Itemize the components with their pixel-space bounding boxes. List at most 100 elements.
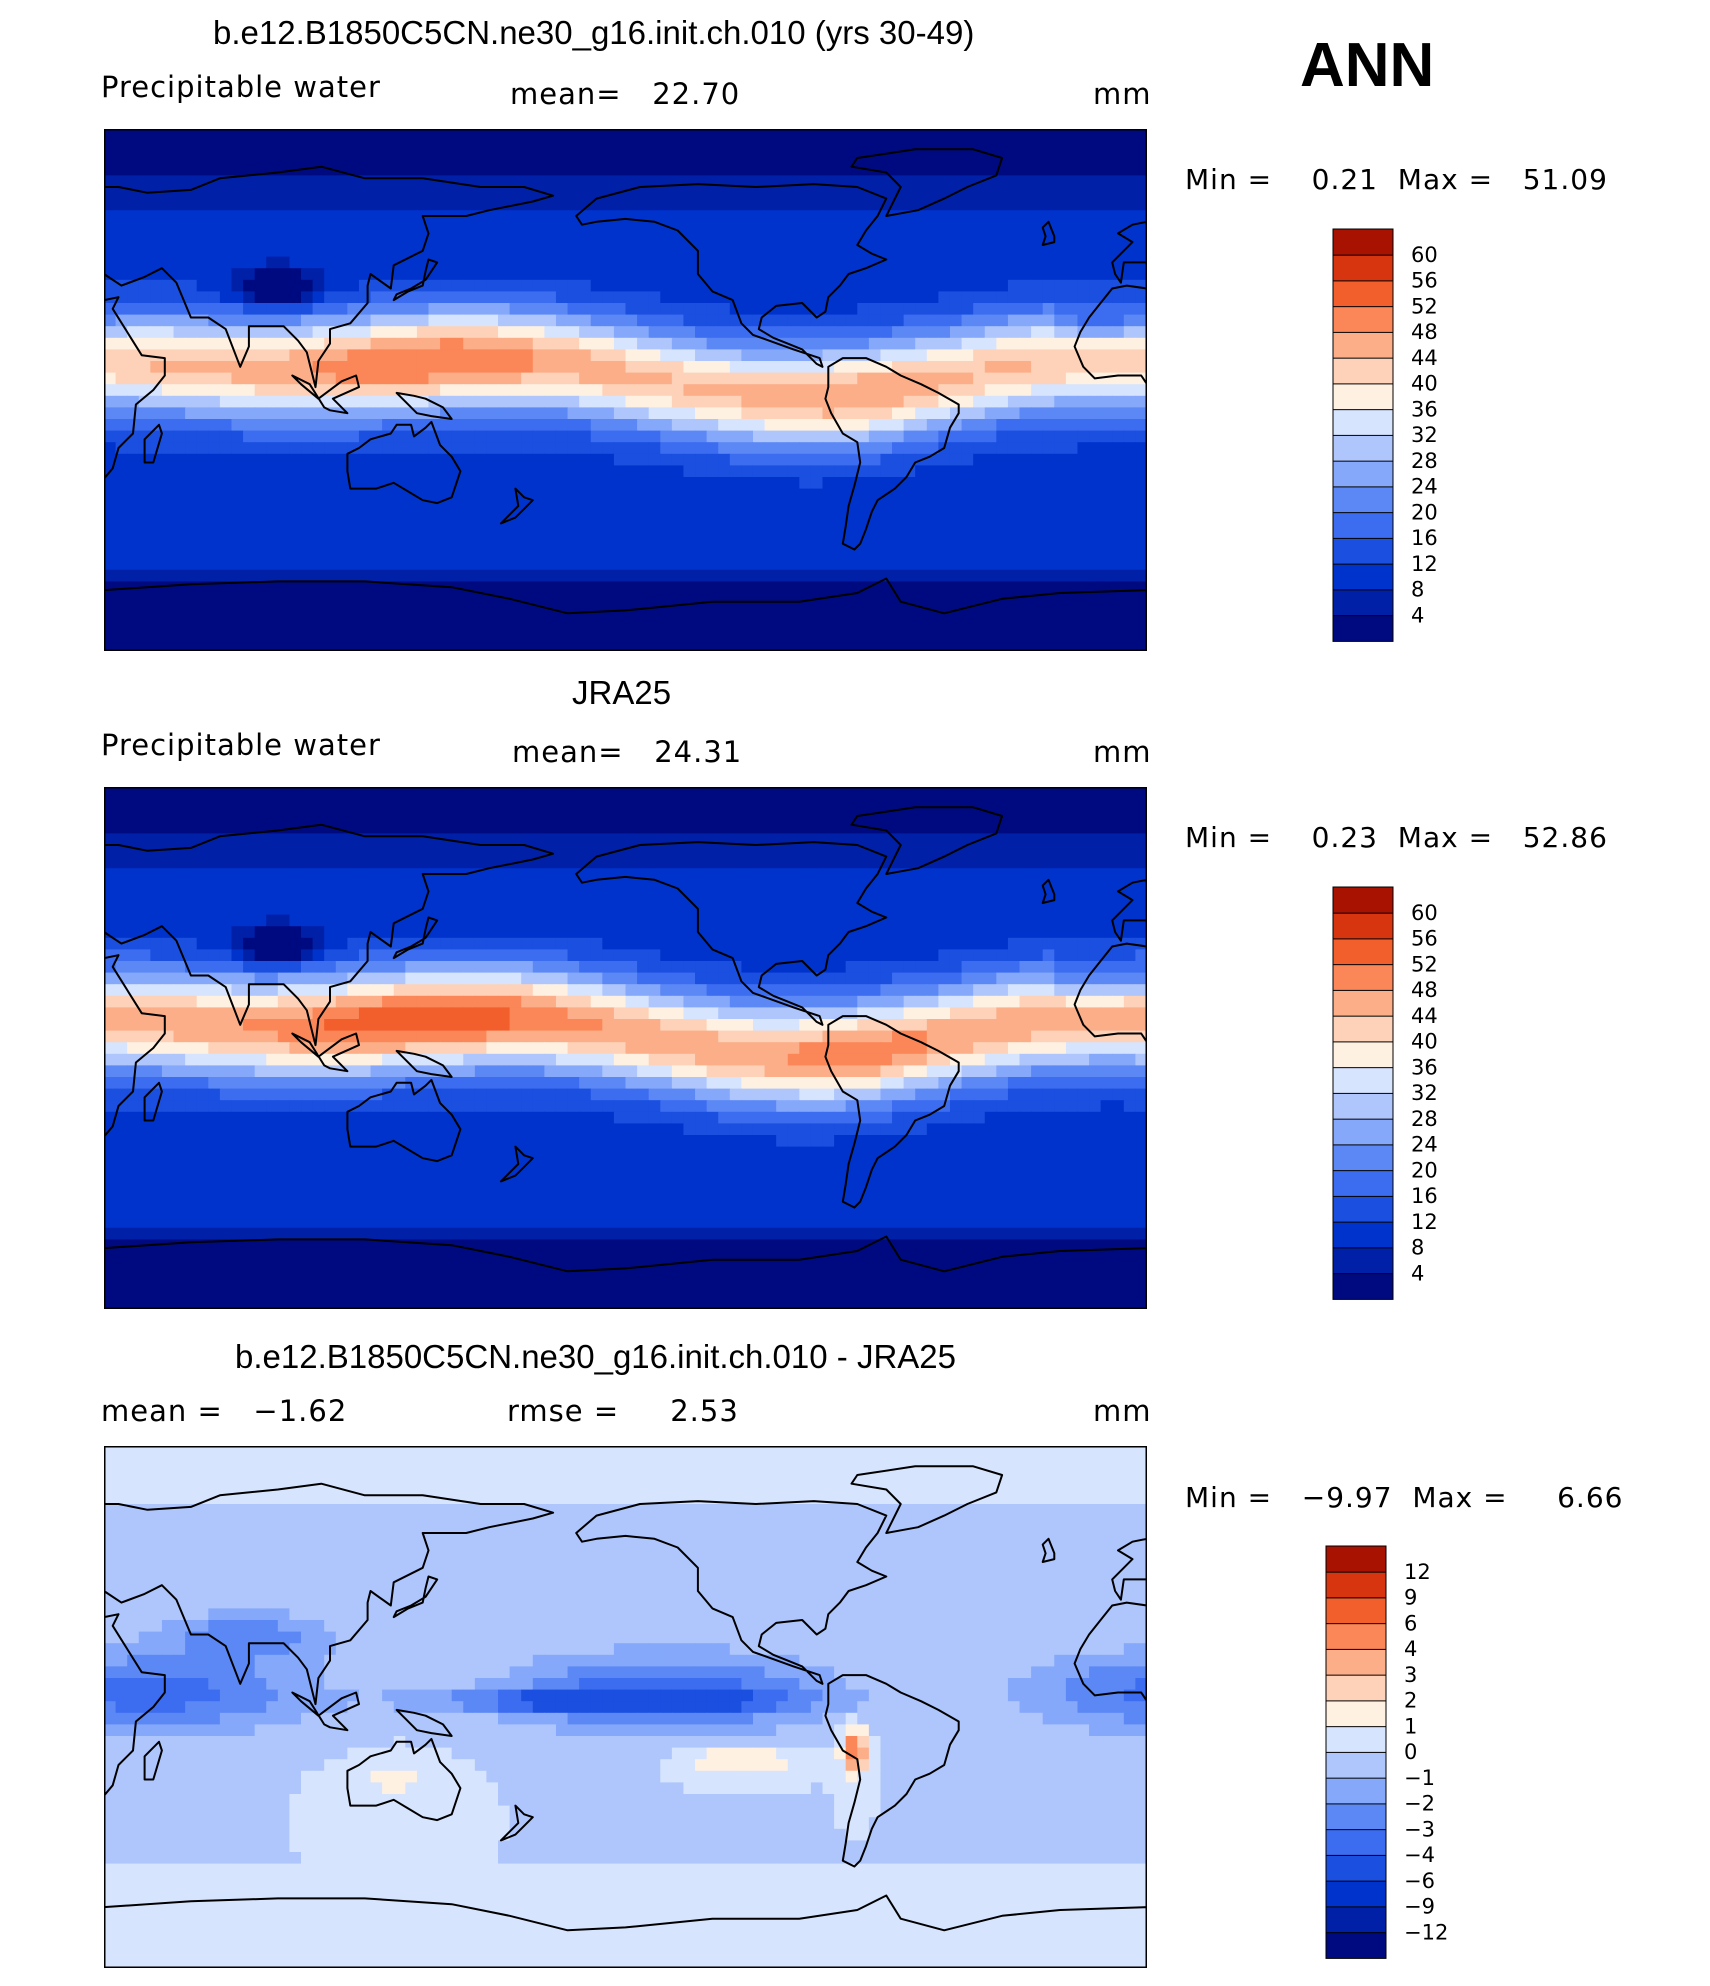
map-cell — [752, 233, 766, 246]
map-cell — [718, 581, 731, 594]
map-cell — [185, 511, 198, 524]
map-cell — [416, 856, 430, 869]
map-cell — [938, 337, 951, 350]
map-cell — [613, 821, 627, 834]
map-cell — [683, 210, 696, 223]
map-cell — [301, 395, 314, 408]
map-cell — [243, 175, 256, 188]
map-cell — [949, 163, 963, 176]
map-cell — [451, 152, 464, 165]
map-cell — [405, 639, 418, 651]
map-cell — [776, 891, 789, 904]
map-cell — [219, 245, 233, 258]
map-cell — [161, 314, 175, 327]
map-cell — [254, 291, 267, 304]
map-cell — [138, 891, 151, 904]
map-cell — [613, 569, 627, 582]
map-cell — [880, 407, 893, 420]
map-cell — [961, 279, 974, 292]
map-cell — [602, 810, 615, 823]
map-cell — [1077, 419, 1090, 432]
map-cell — [729, 337, 742, 350]
map-cell — [903, 442, 916, 455]
map-cell — [440, 558, 453, 571]
map-cell — [428, 384, 441, 397]
map-cell — [996, 221, 1009, 234]
map-cell — [289, 256, 302, 269]
map-cell — [150, 233, 163, 246]
map-cell — [498, 821, 511, 834]
map-cell — [671, 256, 685, 269]
map-cell — [903, 349, 916, 362]
map-cell — [776, 221, 789, 234]
map-cell — [1112, 419, 1125, 432]
map-cell — [185, 535, 198, 548]
map-cell — [173, 604, 186, 617]
map-cell — [301, 419, 314, 432]
map-cell — [1054, 233, 1067, 246]
map-cell — [996, 245, 1009, 258]
map-cell — [1123, 798, 1137, 811]
map-cell — [1019, 129, 1032, 142]
map-cell — [567, 546, 580, 559]
map-cell — [1100, 604, 1113, 617]
map-cell — [463, 326, 476, 339]
map-cell — [358, 210, 372, 223]
map-cell — [949, 821, 963, 834]
map-cell — [451, 616, 464, 629]
map-cell — [752, 129, 766, 142]
map-cell — [161, 407, 175, 420]
map-cell — [810, 361, 824, 374]
map-cell — [509, 879, 522, 892]
map-cell — [498, 868, 511, 881]
map-cell — [231, 787, 244, 800]
map-cell — [416, 798, 430, 811]
map-cell — [613, 419, 627, 432]
map-cell — [301, 163, 314, 176]
map-cell — [393, 395, 406, 408]
map-cell — [301, 593, 314, 606]
map-cell — [416, 175, 430, 188]
map-cell — [393, 810, 406, 823]
map-cell — [729, 430, 742, 443]
map-cell — [1054, 511, 1067, 524]
map-cell — [613, 593, 627, 606]
map-cell — [915, 787, 928, 800]
map-cell — [474, 442, 488, 455]
map-cell — [1112, 384, 1125, 397]
map-cell — [579, 546, 592, 559]
map-cell — [880, 810, 893, 823]
map-cell — [834, 140, 847, 153]
map-cell — [787, 291, 800, 304]
map-cell — [150, 129, 163, 142]
map-cell — [845, 798, 858, 811]
map-cell — [428, 569, 441, 582]
map-cell — [857, 511, 870, 524]
map-cell — [706, 430, 719, 443]
map-cell — [370, 453, 383, 466]
map-cell — [868, 535, 882, 548]
map-cell — [834, 303, 847, 316]
map-cell — [1123, 569, 1137, 582]
map-cell — [463, 798, 476, 811]
map-cell — [590, 245, 603, 258]
map-cell — [648, 268, 661, 281]
map-cell — [219, 593, 233, 606]
map-cell — [961, 129, 974, 142]
map-cell — [752, 395, 766, 408]
map-cell — [776, 627, 789, 640]
map-cell — [498, 569, 511, 582]
map-cell — [741, 593, 754, 606]
map-cell — [509, 535, 522, 548]
map-cell — [613, 221, 627, 234]
map-cell — [1100, 798, 1113, 811]
map-cell — [266, 627, 279, 640]
map-cell — [347, 604, 360, 617]
map-cell — [393, 523, 406, 536]
map-cell — [463, 187, 476, 200]
map-cell — [1042, 810, 1055, 823]
map-cell — [219, 477, 233, 490]
map-cell — [104, 279, 117, 292]
map-cell — [1007, 639, 1021, 651]
map-cell — [1135, 187, 1147, 200]
